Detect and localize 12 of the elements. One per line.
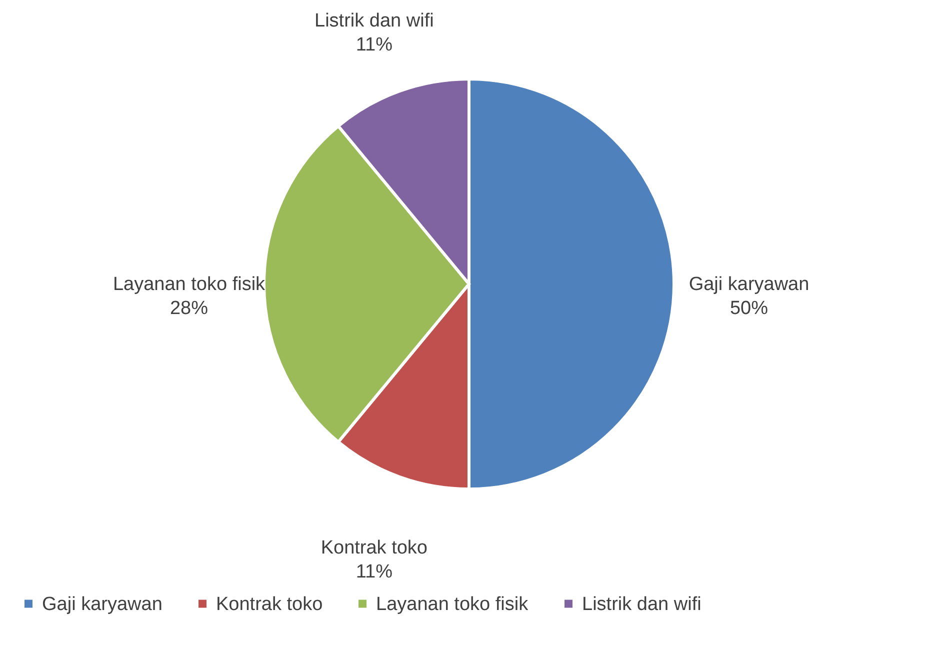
slice-label: Listrik dan wifi: [314, 10, 434, 32]
legend-label: Gaji karyawan: [42, 594, 162, 615]
slice-label: Gaji karyawan: [688, 274, 810, 295]
legend-label: Layanan toko fisik: [376, 594, 529, 615]
data-label: 28%: [170, 298, 208, 319]
slice-label: Kontrak toko: [320, 537, 428, 558]
legend-label: Kontrak toko: [216, 594, 323, 615]
data-label: 50%: [730, 298, 768, 319]
legend-label: Listrik dan wifi: [582, 594, 702, 615]
slice-label: Layanan toko fisik: [112, 274, 266, 295]
data-label: 11%: [356, 34, 393, 56]
data-label: 11%: [356, 561, 393, 582]
